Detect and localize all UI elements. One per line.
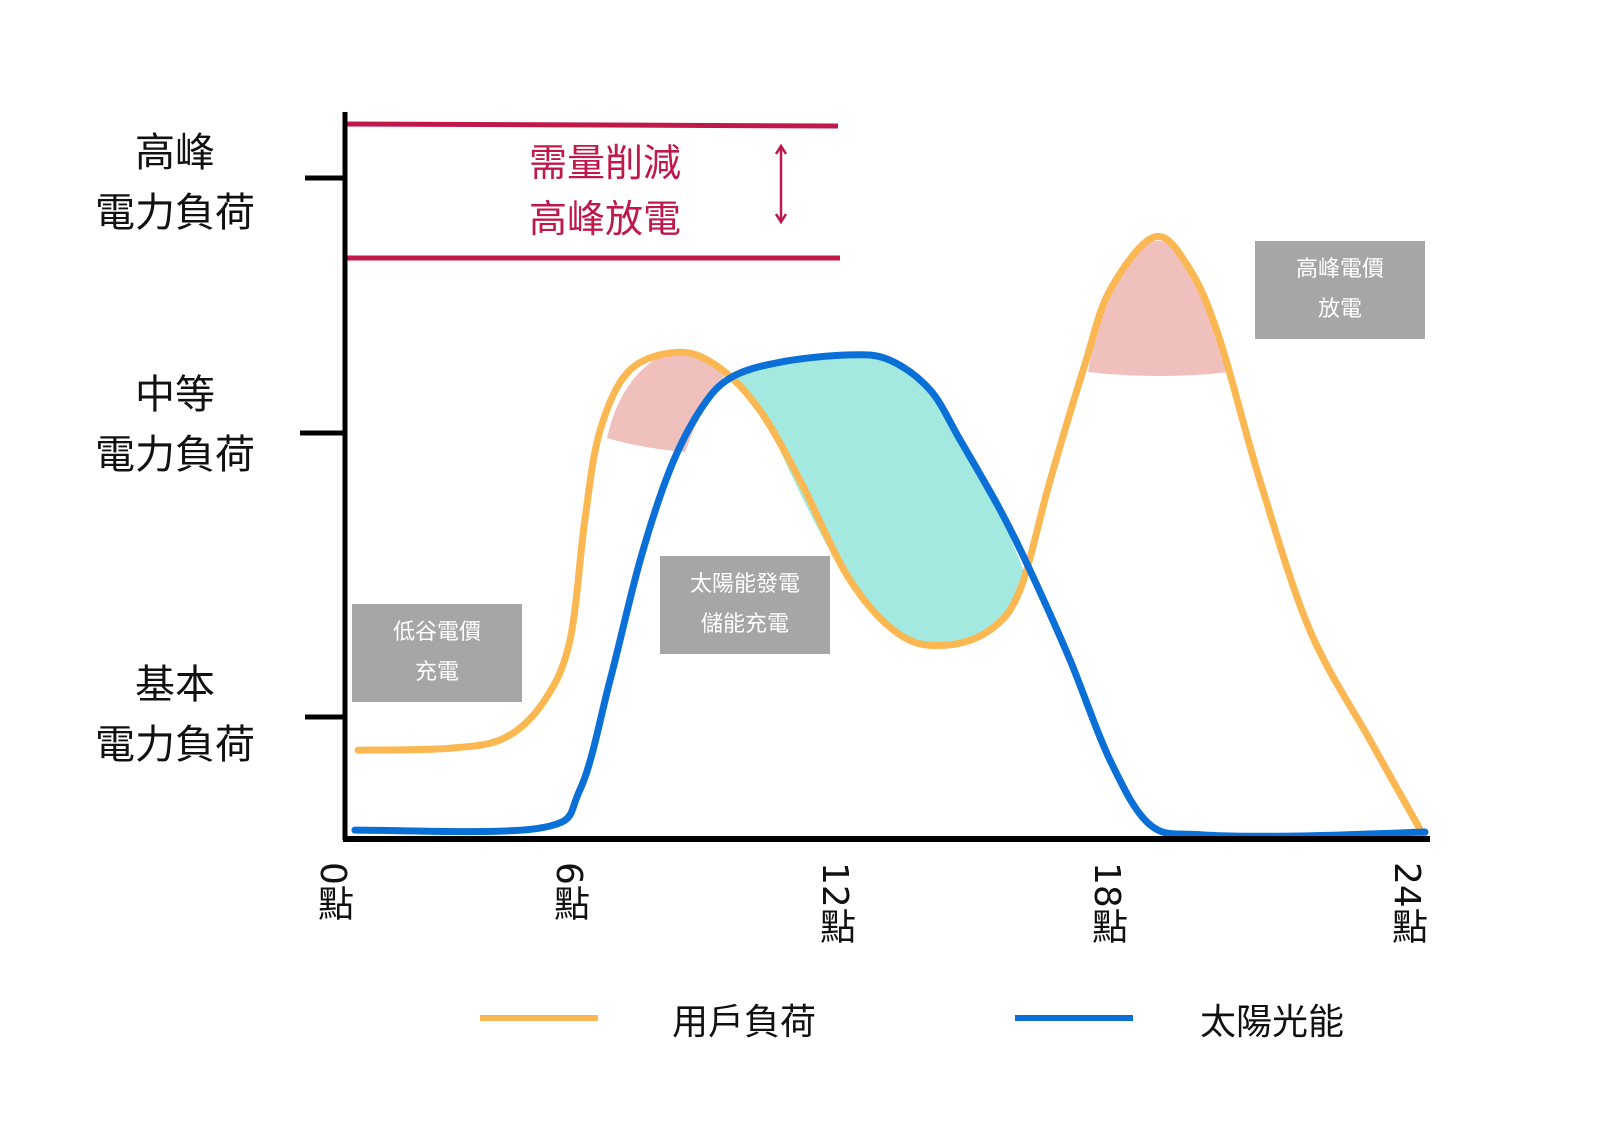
y-label-line: 高峰: [135, 130, 215, 176]
load-curve: [354, 232, 1429, 842]
y-label-line: 電力負荷: [95, 722, 255, 768]
y-label-line: 中等: [135, 372, 215, 418]
annotation-line: 太陽能發電: [689, 572, 800, 597]
annotation-line: 低谷電價: [392, 620, 481, 645]
x-tick-label: 18點: [1086, 862, 1127, 944]
y-label-line: 電力負荷: [95, 432, 255, 478]
annotation-line: 儲能充電: [700, 612, 789, 637]
solar-curve: [351, 351, 1429, 840]
annotation-line: 高峰放電: [528, 197, 681, 241]
peak-discharge-box: 高峰電價 放電: [1255, 241, 1425, 339]
double-arrow-icon: [774, 143, 788, 225]
y-tick-label-peak: 高峰 電力負荷: [75, 123, 275, 243]
pink-fill-evening: [1088, 240, 1230, 376]
peak-line-top: [344, 121, 839, 129]
valley-charge-box: 低谷電價 充電: [352, 604, 522, 702]
x-tick-label: 0點: [312, 862, 353, 921]
legend-label-solar: 太陽光能: [1200, 1002, 1345, 1043]
pink-fill-morning: [607, 354, 725, 452]
y-label-line: 電力負荷: [95, 190, 255, 236]
y-tick-label-base: 基本 電力負荷: [75, 655, 275, 775]
annotation-line: 充電: [414, 660, 459, 685]
annotation-line: 高峰電價: [1295, 257, 1384, 282]
y-tick-label-medium: 中等 電力負荷: [75, 365, 275, 485]
legend-label-load: 用戶負荷: [672, 1002, 817, 1043]
annotation-line: 需量削減: [528, 141, 681, 185]
x-tick-label: 24點: [1386, 862, 1427, 944]
solar-storage-box: 太陽能發電 儲能充電: [660, 556, 830, 654]
x-tick-label: 6點: [548, 862, 589, 921]
x-tick-label: 12點: [814, 862, 855, 944]
annotation-line: 放電: [1317, 297, 1362, 322]
demand-cut-annotation: 需量削減 高峰放電: [510, 135, 700, 247]
y-label-line: 基本: [135, 662, 215, 708]
